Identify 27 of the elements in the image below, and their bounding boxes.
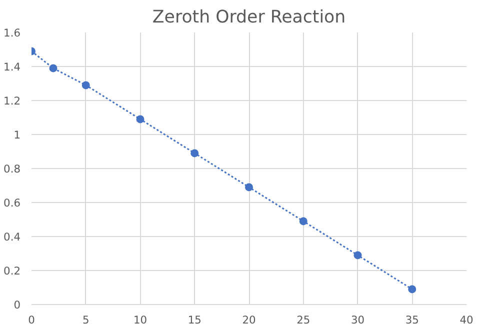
- y-tick-label: 1.4: [4, 60, 21, 74]
- point: [299, 217, 308, 226]
- x-tick-label: 35: [405, 314, 419, 326]
- y-tick-label: 1.6: [4, 26, 21, 40]
- y-tick-label: 1: [14, 128, 20, 142]
- point: [354, 251, 362, 260]
- y-tick-label: 0.2: [4, 264, 21, 278]
- x-tick-label: 10: [133, 314, 148, 326]
- x-tick-label: 25: [296, 314, 310, 326]
- x-tick-label: 15: [188, 314, 202, 326]
- chart-title: Zeroth Order Reaction: [152, 8, 346, 28]
- x-tick-label: 20: [242, 314, 256, 326]
- y-tick-label: 0: [14, 298, 21, 312]
- point: [82, 81, 90, 90]
- point: [190, 149, 199, 158]
- y-tick-label: 0.8: [4, 162, 21, 176]
- point: [408, 285, 416, 294]
- point: [136, 115, 144, 124]
- y-tick-label: 1.2: [4, 94, 21, 108]
- x-tick-label: 40: [460, 314, 474, 326]
- x-tick-label: 0: [28, 314, 36, 326]
- y-tick-label: 0.4: [4, 230, 21, 244]
- point: [245, 183, 253, 192]
- y-tick-label: 0.6: [4, 196, 21, 210]
- point: [49, 64, 58, 72]
- x-tick-label: 5: [82, 314, 90, 326]
- x-tick-label: 30: [350, 314, 365, 326]
